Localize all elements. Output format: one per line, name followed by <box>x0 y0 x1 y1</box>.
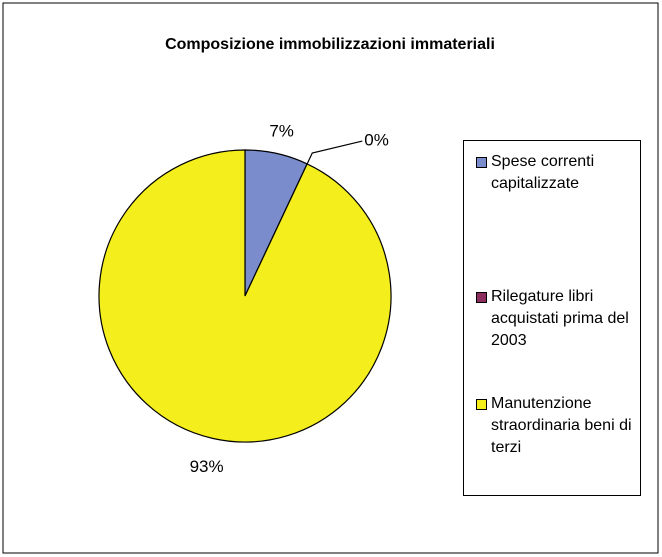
legend-swatch <box>476 157 487 168</box>
pie-slice <box>98 149 392 443</box>
data-label: 0% <box>364 131 389 150</box>
legend-label: Spese correnti capitalizzate <box>491 153 595 192</box>
data-label: 7% <box>269 122 294 141</box>
legend-swatch <box>476 292 487 303</box>
legend-label: Manutenzione straordinaria beni di terzi <box>491 395 632 456</box>
data-label: 93% <box>190 457 224 476</box>
leader-line <box>306 140 363 165</box>
chart-title: Composizione immobilizzazioni immaterial… <box>165 36 495 53</box>
legend-swatch <box>476 399 487 410</box>
legend-label: Rilegature libri acquistati prima del 20… <box>491 288 629 349</box>
legend: Spese correnti capitalizzate Rilegature l… <box>463 140 641 496</box>
